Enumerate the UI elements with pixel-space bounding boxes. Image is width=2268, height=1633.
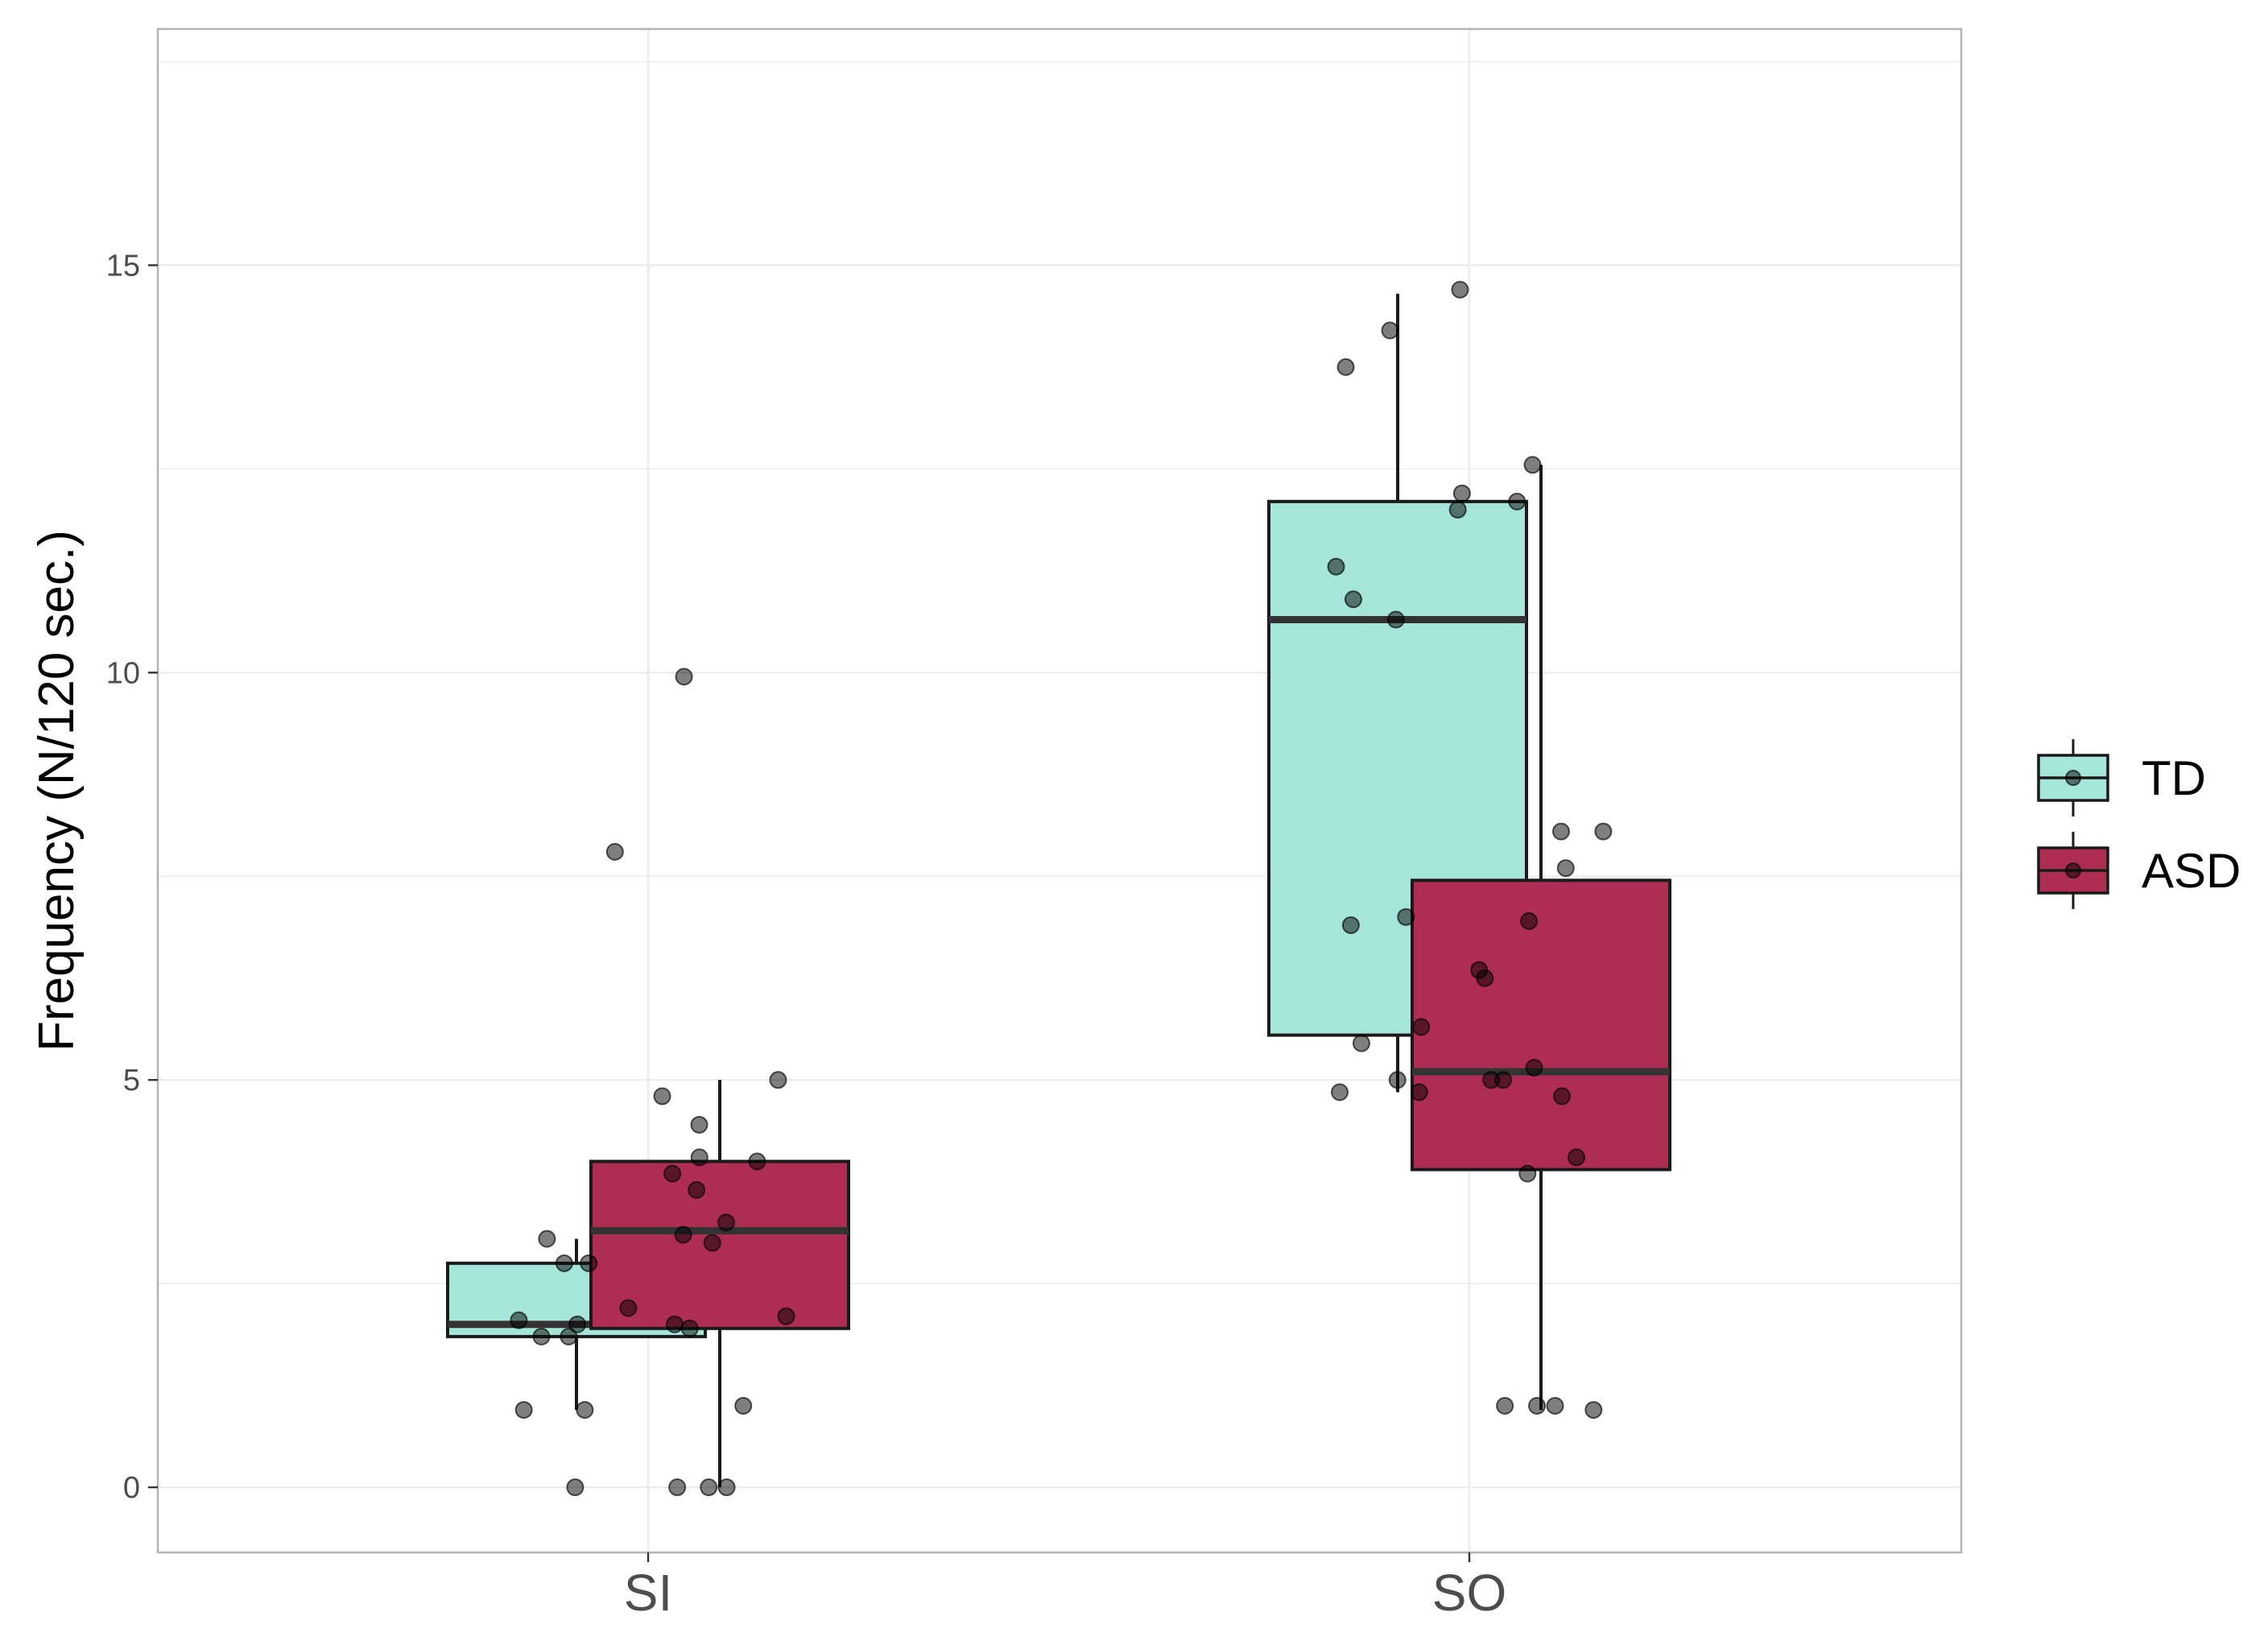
data-point bbox=[1388, 1071, 1407, 1089]
y-tick-label: 15 bbox=[106, 249, 140, 283]
data-point bbox=[653, 1087, 671, 1106]
data-point bbox=[580, 1254, 598, 1272]
data-point bbox=[510, 1311, 528, 1329]
legend-label: ASD bbox=[2142, 844, 2241, 898]
data-point bbox=[1556, 859, 1575, 878]
legend: TD ASD bbox=[2037, 739, 2241, 909]
data-point bbox=[1546, 1396, 1564, 1415]
data-point bbox=[700, 1478, 718, 1497]
data-point bbox=[1584, 1400, 1603, 1419]
data-point bbox=[1352, 1034, 1370, 1052]
data-point bbox=[1336, 358, 1355, 376]
data-point bbox=[665, 1315, 684, 1333]
data-point bbox=[514, 1400, 533, 1419]
data-point bbox=[769, 1071, 787, 1089]
y-tick-label: 10 bbox=[106, 656, 140, 690]
grid-lines bbox=[158, 29, 1961, 1552]
data-point bbox=[748, 1152, 766, 1171]
data-point bbox=[1470, 961, 1489, 979]
data-point bbox=[568, 1315, 587, 1333]
y-axis-title: Frequency (N/120 sec.) bbox=[29, 530, 85, 1052]
data-point bbox=[532, 1327, 551, 1346]
x-tick-label-so: SO bbox=[1432, 1564, 1506, 1622]
data-point bbox=[538, 1230, 556, 1248]
data-point bbox=[663, 1164, 682, 1183]
data-point bbox=[1568, 1148, 1586, 1167]
y-axis-ticks: 0 5 10 15 bbox=[106, 249, 158, 1505]
data-point bbox=[717, 1478, 736, 1497]
x-axis-ticks: SI SO bbox=[624, 1552, 1506, 1622]
data-point bbox=[1327, 557, 1345, 576]
data-point bbox=[777, 1307, 795, 1325]
data-point bbox=[674, 1226, 692, 1244]
data-point bbox=[703, 1234, 721, 1252]
data-point bbox=[1341, 916, 1360, 934]
data-point bbox=[1508, 492, 1526, 511]
data-point bbox=[1448, 500, 1467, 519]
data-points bbox=[510, 280, 1613, 1497]
legend-item-asd: ASD bbox=[2037, 832, 2241, 909]
data-point bbox=[619, 1299, 638, 1317]
data-point bbox=[1518, 1164, 1537, 1183]
legend-label: TD bbox=[2142, 751, 2206, 805]
data-point bbox=[1331, 1083, 1349, 1102]
data-point bbox=[680, 1319, 699, 1337]
data-point bbox=[1523, 456, 1542, 474]
plot-border bbox=[156, 27, 1963, 1554]
data-point bbox=[1496, 1396, 1514, 1415]
y-tick-label: 0 bbox=[123, 1471, 140, 1505]
data-point bbox=[1494, 1071, 1513, 1089]
data-point bbox=[1397, 907, 1415, 926]
data-point bbox=[688, 1180, 706, 1199]
data-point bbox=[675, 668, 693, 686]
data-point bbox=[668, 1478, 687, 1497]
x-tick-label-si: SI bbox=[624, 1564, 672, 1622]
data-point bbox=[1594, 822, 1613, 841]
data-point bbox=[1451, 280, 1469, 299]
legend-item-td: TD bbox=[2037, 739, 2206, 816]
plot-background bbox=[158, 29, 1961, 1552]
data-point bbox=[566, 1478, 585, 1497]
data-point bbox=[1386, 610, 1405, 629]
boxes bbox=[446, 293, 1671, 1488]
data-point bbox=[1381, 321, 1399, 340]
data-point bbox=[1552, 1087, 1571, 1106]
data-point bbox=[1520, 912, 1539, 930]
data-point bbox=[1410, 1083, 1428, 1102]
data-point bbox=[1412, 1018, 1431, 1036]
data-point bbox=[555, 1254, 573, 1272]
legend-point bbox=[2065, 862, 2081, 879]
y-tick-label: 5 bbox=[123, 1064, 140, 1098]
data-point bbox=[1525, 1059, 1543, 1077]
box-asd-so bbox=[1411, 465, 1671, 1410]
data-point bbox=[734, 1396, 753, 1415]
data-point bbox=[1528, 1396, 1547, 1415]
legend-point bbox=[2065, 770, 2081, 786]
data-point bbox=[576, 1400, 594, 1419]
data-point bbox=[690, 1148, 708, 1167]
data-point bbox=[605, 842, 624, 861]
box-iqr bbox=[1411, 879, 1671, 1172]
data-point bbox=[717, 1213, 735, 1232]
data-point bbox=[1551, 822, 1570, 841]
data-point bbox=[1344, 590, 1362, 609]
data-point bbox=[690, 1115, 708, 1134]
data-point bbox=[560, 1327, 578, 1346]
data-point bbox=[1452, 484, 1471, 502]
